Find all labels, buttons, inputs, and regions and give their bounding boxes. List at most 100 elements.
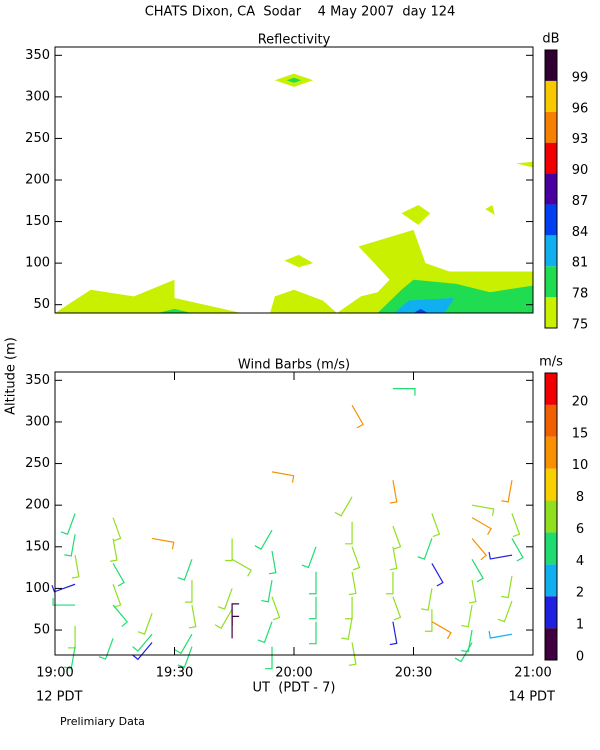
wind-barb [471,558,484,583]
colorbar-label: 6 [576,522,584,537]
colorbar-label: 84 [572,225,589,240]
colorbar-segment [545,436,557,469]
wind-barb [225,538,233,562]
wind-barb [424,609,433,632]
wind-barb [271,596,281,621]
wind-barb [345,521,353,545]
colorbar-label: 78 [572,287,589,302]
colorbar-segment [545,111,557,143]
wind-barb [471,517,492,536]
wind-barb [454,642,473,663]
wind-barb [431,621,452,640]
y-tick-label: 250 [25,456,50,471]
wind-barb [214,608,233,630]
wind-barb [268,550,277,575]
y-tick-label: 100 [25,256,50,271]
wind-barb [177,646,193,669]
colorbar-label: 10 [572,458,589,473]
colorbar-label: 2 [576,586,584,601]
contour-area [413,308,428,313]
wind-barb [188,604,197,629]
wind-barb [308,571,317,595]
x-tick-label: 20:30 [395,666,432,681]
panel-title: Wind Barbs (m/s) [238,358,350,373]
wind-barb [392,525,402,550]
colorbar-segment [545,173,557,205]
colorbar-segment [545,235,557,267]
wind-barb [177,559,193,581]
y-tick-label: 50 [33,297,50,312]
colorbar-segment [545,204,557,236]
y-tick-label: 200 [25,498,50,513]
contour-area [401,204,431,225]
wind-barb [345,596,353,620]
y-tick-label: 200 [25,173,50,188]
wind-barb [431,563,444,587]
wind-barb [431,513,441,538]
colorbar-segment [545,628,557,660]
colorbar-label: 81 [572,256,589,271]
wind-barb [98,638,114,660]
wind-barb [64,646,76,670]
colorbar-segment [545,80,557,112]
colorbar-segment [545,596,557,629]
contour-area [485,204,495,215]
colorbar-segment [545,266,557,298]
colorbar-label: 4 [576,554,584,569]
wind-barb [389,621,398,646]
y-tick-label: 350 [25,48,50,63]
wind-barb [389,546,398,571]
wind-barb [231,615,240,639]
x-tick-label: 20:00 [275,666,312,681]
wind-barb [112,584,122,608]
wind-barb [488,631,513,639]
wind-barb [461,629,473,653]
panel-title: Reflectivity [258,33,331,48]
wind-barb [132,633,153,652]
colorbar-frame [544,372,558,661]
colorbar-segment [545,468,557,501]
y-tick-label: 300 [25,414,50,429]
wind-barb [71,555,80,579]
x-tick-label: 19:30 [156,666,193,681]
page-title: CHATS Dixon, CA Sodar 4 May 2007 day 124 [145,5,456,20]
colorbar-title: dB [542,32,559,47]
wind-barb [351,404,364,429]
wind-barb [351,546,361,571]
colorbar-label: 99 [572,70,589,85]
wind-barb [132,642,153,661]
colorbar-title: m/s [539,355,563,370]
wind-barb [184,580,193,603]
colorbar-label: 87 [572,194,589,209]
plot-frame [54,371,534,656]
contour-area [286,77,302,83]
colorbar-label: 1 [576,618,584,633]
contour-area [157,308,192,313]
wind-barb [392,596,402,621]
y-tick-label: 350 [25,373,50,388]
wind-barb [109,538,118,562]
contour-area [394,298,455,313]
wind-barb [511,513,521,538]
colorbar-segment [545,373,557,405]
footnote: Prelimiary Data [60,715,145,728]
wind-barb [261,579,273,603]
wind-barb [137,613,153,635]
wind-barb [231,558,252,577]
y-tick-label: 150 [25,214,50,229]
x-left-note: 12 PDT [36,690,83,705]
wind-barb [265,646,273,670]
wind-barb [308,621,317,645]
wind-barb [511,538,524,562]
contour-area [55,279,242,313]
wind-barb [112,604,129,627]
colorbar-segment [545,50,557,81]
wind-barb [348,642,357,666]
y-tick-label: 250 [25,131,50,146]
wind-barb [308,596,317,620]
wind-barb [468,579,477,604]
wind-barb [257,621,273,644]
wind-barb [471,504,495,516]
contour-area [284,254,314,268]
